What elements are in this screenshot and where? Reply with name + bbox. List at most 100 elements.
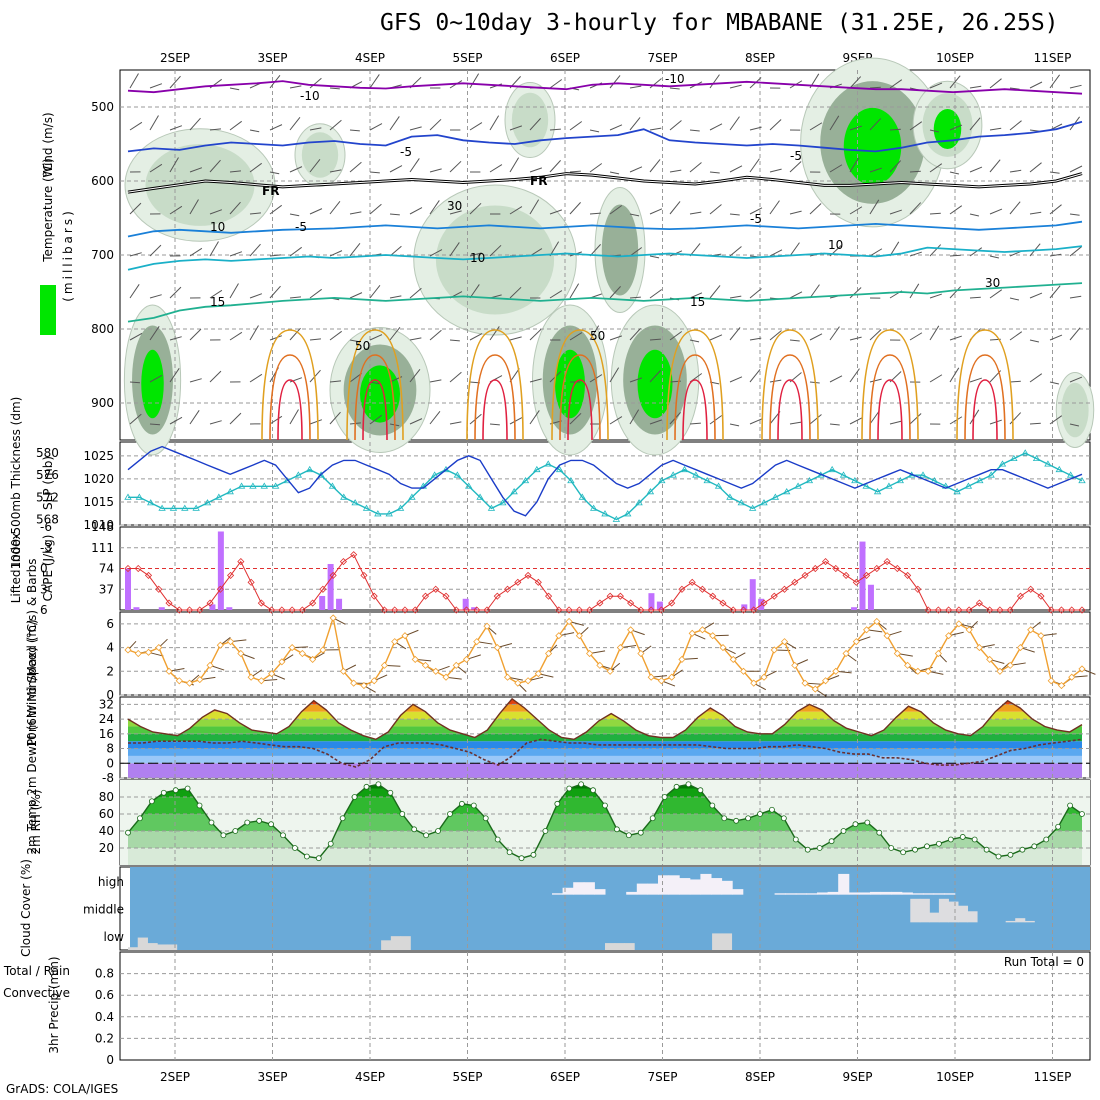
- rh-point: [566, 785, 573, 792]
- temp-contour-line: [127, 282, 1083, 323]
- wind-barb: [949, 367, 960, 383]
- lifted-index-point: [442, 592, 450, 600]
- warm-contour-loop: [777, 379, 803, 441]
- temp-tick-label: 32: [99, 697, 114, 711]
- warm-contour-loop: [474, 354, 516, 441]
- precip-tick-label: 0.2: [95, 1031, 114, 1045]
- warm-contour-loop: [551, 329, 609, 441]
- rh-point: [315, 855, 322, 862]
- wind-barb: [429, 329, 442, 341]
- wind-barb: [809, 284, 820, 299]
- wind-barb: [569, 121, 583, 131]
- wind-speed-point: [770, 646, 778, 654]
- cloud-bar-high: [636, 883, 648, 895]
- cape-bar: [851, 607, 858, 610]
- wind-barb: [869, 329, 882, 341]
- wind-speed-point: [196, 676, 204, 684]
- wind-barb: [749, 337, 762, 341]
- lifted-index-point: [657, 606, 665, 614]
- wind-speed-point: [514, 679, 522, 687]
- wind-barb: [909, 251, 922, 257]
- wind-barb: [989, 208, 1003, 215]
- pressure-tick-label: 700: [91, 248, 114, 262]
- cloud-bar-high: [901, 892, 913, 895]
- wind-barb: [829, 326, 840, 341]
- cloud-bar-low: [400, 936, 411, 950]
- rh-band: [128, 831, 1082, 848]
- cloud-bar-high: [859, 892, 871, 895]
- temp-band: [128, 755, 1082, 764]
- wind-barb: [729, 165, 743, 173]
- thickness-point: [771, 493, 780, 500]
- contour-label: -10: [665, 72, 685, 86]
- cloud-bar-high: [689, 879, 701, 895]
- wind-barb: [309, 338, 322, 341]
- wind-barb: [1029, 422, 1041, 425]
- thickness-point: [1032, 454, 1041, 461]
- wind-barb: [389, 165, 403, 173]
- cape-bar: [462, 598, 469, 610]
- lifted-index-point: [863, 571, 871, 579]
- lifted-index-point: [196, 606, 204, 614]
- wind-speed-point: [688, 629, 696, 637]
- lifted-index-point: [206, 599, 214, 607]
- wind-barb: [649, 78, 662, 89]
- wind-speed-point: [565, 617, 573, 626]
- rh-shade-high: [555, 349, 585, 419]
- rh-point: [733, 817, 740, 824]
- wind-barb: [349, 211, 362, 215]
- wind-barb: [309, 288, 322, 299]
- lifted-index-point: [1016, 592, 1025, 600]
- wind-barb: [789, 210, 802, 215]
- warm-contour-loop: [761, 329, 819, 441]
- lifted-index-point: [965, 606, 973, 614]
- rh-point: [959, 834, 966, 840]
- wind-barb: [469, 202, 482, 215]
- rh-point: [292, 845, 298, 851]
- wind-speed-point: [534, 670, 542, 678]
- contour-label: 15: [690, 295, 705, 309]
- thickness-point: [385, 510, 393, 517]
- wind-barb: [849, 76, 862, 89]
- wind-speed-point: [945, 632, 953, 640]
- wind-barb: [329, 250, 343, 257]
- rh-point: [256, 817, 263, 824]
- wind-barb: [769, 330, 782, 341]
- wind-barb: [1069, 165, 1083, 173]
- cloud-bar-high: [562, 887, 574, 895]
- thickness-point: [249, 482, 257, 489]
- rh-point: [1067, 802, 1073, 809]
- wind-barb: [329, 169, 342, 173]
- wind-barb: [929, 163, 943, 173]
- thickness-point: [783, 488, 791, 495]
- li-tick-label: 0: [40, 562, 48, 576]
- wind-barb: [1069, 423, 1080, 427]
- lifted-index-point: [268, 606, 276, 614]
- thickness-point: [692, 471, 700, 478]
- temp-tick-label: 16: [99, 727, 114, 741]
- warm-contour-loop: [674, 354, 716, 441]
- cloud-bar-low: [624, 943, 635, 950]
- wind-barb: [789, 291, 803, 299]
- lifted-index-point: [452, 606, 460, 614]
- wind-barb: [549, 79, 563, 89]
- precip-tick-label: 0.6: [95, 988, 114, 1002]
- cape-bar: [217, 531, 224, 610]
- wind-barb: [1069, 84, 1082, 89]
- wind-speed-point: [739, 667, 748, 675]
- rh-point: [1031, 843, 1038, 850]
- cloud-bar-high: [732, 889, 744, 895]
- wind-barb: [549, 160, 561, 173]
- temp-band: [128, 719, 1082, 727]
- wind-speed-point: [975, 644, 983, 652]
- cape-bar: [471, 607, 478, 610]
- wind-barb: [489, 326, 500, 341]
- wind-barb: [129, 73, 139, 89]
- thickness-point: [839, 471, 848, 478]
- lifted-index-point: [1068, 606, 1076, 614]
- wind-barb: [909, 413, 922, 425]
- wind-barb: [469, 73, 480, 89]
- rh-point: [530, 851, 537, 858]
- lifted-index-point: [257, 599, 265, 607]
- rh-point: [280, 832, 286, 839]
